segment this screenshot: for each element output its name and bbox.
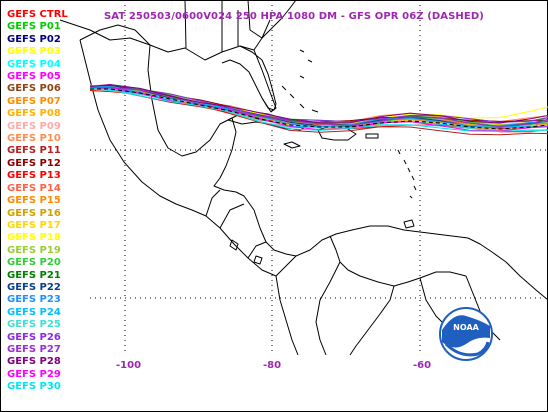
ensemble-legend: GEFS CTRL GEFS P01 GEFS P02 GEFS P03 GEFS P0… (7, 9, 68, 394)
legend-item: GEFS P19 (7, 244, 61, 256)
legend-item: GEFS P21 (7, 269, 61, 281)
ensemble-contour-line (89, 87, 548, 136)
legend-item: GEFS P24 (7, 306, 61, 318)
operational-contour-dashed (90, 88, 548, 130)
map-title: SAT 250503/0600V024 250 HPA 1080 DM - GF… (104, 11, 484, 22)
legend-item: GEFS P06 (7, 83, 61, 95)
ensemble-contour-line (89, 86, 548, 123)
legend-item: GEFS P18 (7, 232, 61, 244)
legend-item: GEFS P02 (7, 33, 61, 45)
ensemble-contour-line (89, 83, 548, 124)
legend-item: GEFS P01 (7, 21, 61, 33)
legend-item: GEFS CTRL (7, 9, 68, 20)
legend-item: GEFS P12 (7, 157, 61, 169)
legend-item: GEFS P09 (7, 120, 61, 132)
legend-item: GEFS P29 (7, 368, 61, 380)
legend-item: GEFS P30 (7, 381, 61, 393)
noaa-logo: NOAA (439, 307, 493, 361)
ensemble-contour-line (89, 87, 548, 133)
legend-item: GEFS P22 (7, 281, 61, 293)
legend-item: GEFS P28 (7, 356, 61, 368)
ensemble-contour-line (89, 87, 548, 128)
legend-item: GEFS P08 (7, 108, 61, 120)
longitude-label-80w: -80 (263, 360, 282, 371)
legend-item: GEFS P15 (7, 195, 61, 207)
ensemble-contour-line (89, 85, 548, 123)
ensemble-contour-line (89, 86, 548, 132)
legend-item: GEFS P27 (7, 343, 61, 355)
legend-item: GEFS P11 (7, 145, 61, 157)
legend-item: GEFS P23 (7, 294, 61, 306)
legend-item: GEFS P14 (7, 182, 61, 194)
legend-item: GEFS P25 (7, 319, 61, 331)
legend-item: GEFS P07 (7, 95, 61, 107)
legend-item: GEFS P17 (7, 219, 61, 231)
legend-item: GEFS P26 (7, 331, 61, 343)
ensemble-contours (89, 83, 548, 136)
noaa-logo-text: NOAA (453, 323, 479, 332)
legend-item: GEFS P20 (7, 257, 61, 269)
legend-item: GEFS P03 (7, 46, 61, 58)
legend-item: GEFS P16 (7, 207, 61, 219)
coastlines (59, 0, 548, 356)
legend-item: GEFS P05 (7, 71, 61, 83)
ensemble-contour-line (89, 84, 548, 126)
legend-item: GEFS P04 (7, 58, 61, 70)
longitude-label-100w: -100 (116, 360, 142, 371)
legend-item: GEFS P13 (7, 170, 61, 182)
lat-lon-grid (90, 0, 548, 355)
longitude-label-60w: -60 (413, 360, 432, 371)
legend-item: GEFS P10 (7, 133, 61, 145)
